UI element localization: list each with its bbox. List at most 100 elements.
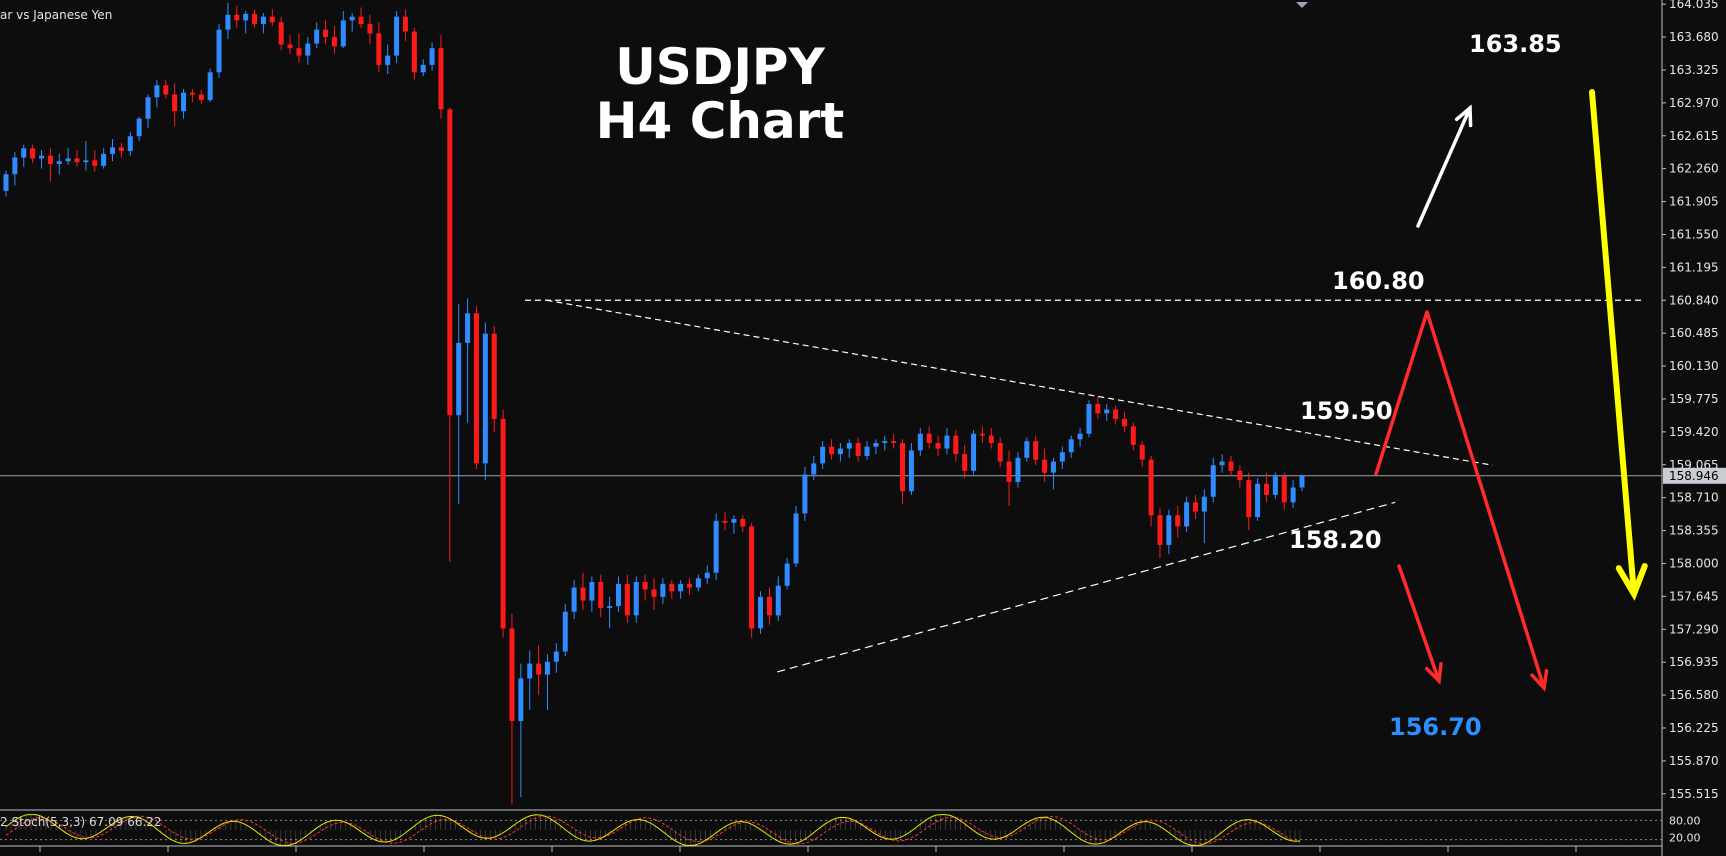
candle-body	[1015, 457, 1021, 482]
candle-body	[900, 442, 906, 492]
candle-body	[1184, 502, 1190, 527]
candle-body	[420, 64, 426, 73]
candle-body	[216, 29, 222, 73]
candle-body	[198, 94, 204, 101]
candle-body	[1290, 487, 1296, 503]
y-tick-label: 158.355	[1669, 524, 1719, 538]
candle-body	[1246, 480, 1252, 518]
y-tick-label: 162.615	[1669, 129, 1719, 143]
level-158-20-label: 158.20	[1289, 526, 1382, 554]
candle-body	[536, 663, 542, 675]
candle-body	[154, 85, 160, 98]
y-tick-label: 158.000	[1669, 556, 1719, 570]
candle-body	[3, 174, 9, 191]
candle-body	[660, 583, 666, 597]
candle-body	[47, 155, 53, 165]
candle-body	[971, 433, 977, 471]
candle-body	[829, 446, 835, 455]
level-163-85-label: 163.85	[1469, 30, 1562, 58]
candle-body	[1263, 483, 1269, 495]
candle-body	[252, 13, 258, 25]
candle-body	[935, 442, 941, 449]
candle-body	[589, 582, 595, 601]
candle-body	[385, 55, 391, 65]
y-tick-label: 159.420	[1669, 425, 1719, 439]
candle-body	[553, 651, 559, 662]
candle-body	[882, 441, 888, 443]
candle-body	[669, 583, 675, 592]
analysis-overlays	[525, 89, 1648, 692]
candle-body	[1228, 461, 1234, 471]
bullish-target-arrow-head	[1454, 104, 1473, 128]
bullish-target-arrow	[1416, 106, 1472, 228]
candle-body	[749, 526, 755, 629]
candle-body	[21, 148, 27, 158]
candle-body	[473, 313, 479, 464]
candle-body	[1068, 439, 1074, 453]
candle-body	[527, 663, 533, 679]
candle-body	[642, 582, 648, 590]
candle-body	[562, 611, 568, 652]
candle-body	[997, 442, 1003, 462]
candle-body	[687, 583, 693, 588]
candle-body	[917, 433, 923, 451]
candle-body	[323, 29, 329, 38]
candle-body	[207, 72, 213, 101]
candle-body	[101, 153, 107, 166]
candle-body	[695, 578, 701, 588]
candle-body	[1237, 470, 1243, 481]
candle-body	[340, 20, 346, 47]
y-tick-label: 156.580	[1669, 688, 1719, 702]
current-price-label: 158.946	[1669, 469, 1719, 483]
candle-body	[12, 157, 18, 175]
candle-body	[118, 147, 124, 152]
candle-body	[509, 628, 515, 722]
candle-body	[722, 520, 728, 523]
candle-body	[367, 24, 373, 34]
candle-body	[1139, 444, 1145, 460]
candle-body	[1113, 409, 1119, 419]
y-tick-label: 163.325	[1669, 63, 1719, 77]
y-tick-label: 159.775	[1669, 392, 1719, 406]
candlestick-series	[3, 2, 1305, 805]
candle-body	[802, 474, 808, 514]
candle-body	[1086, 404, 1092, 434]
stochastic-label: 2 Stoch(5,3,3) 67.09 66.22	[0, 815, 162, 829]
candle-body	[491, 333, 497, 419]
candle-body	[837, 448, 843, 455]
candle-body	[394, 16, 400, 56]
y-tick-label: 161.550	[1669, 227, 1719, 241]
candle-body	[944, 435, 950, 449]
chart-shift-marker-icon	[1296, 2, 1308, 8]
candle-body	[1059, 452, 1065, 462]
candle-body	[820, 446, 826, 464]
y-tick-label: 164.035	[1669, 0, 1719, 11]
candle-body	[189, 92, 195, 95]
candle-body	[260, 16, 266, 25]
candle-body	[234, 14, 240, 21]
y-tick-label: 161.195	[1669, 260, 1719, 274]
candle-body	[678, 583, 684, 592]
candle-body	[1024, 441, 1030, 458]
candle-body	[136, 118, 142, 137]
candle-body	[740, 518, 746, 527]
candle-body	[1033, 441, 1039, 460]
candle-body	[1219, 461, 1225, 466]
y-tick-label: 163.680	[1669, 30, 1719, 44]
candle-body	[358, 16, 364, 25]
candle-body	[651, 589, 657, 597]
candle-body	[65, 158, 71, 162]
current-price-box	[1663, 467, 1726, 484]
candle-body	[172, 94, 178, 112]
candle-body	[873, 442, 879, 447]
candle-body	[1157, 515, 1163, 545]
y-tick-label: 156.935	[1669, 655, 1719, 669]
chart-title-line-2: H4 Chart	[595, 92, 845, 150]
candle-body	[598, 582, 604, 608]
candle-body	[225, 14, 231, 30]
bearish-reversal-arrow-head	[1530, 668, 1549, 692]
candle-body	[30, 148, 36, 159]
